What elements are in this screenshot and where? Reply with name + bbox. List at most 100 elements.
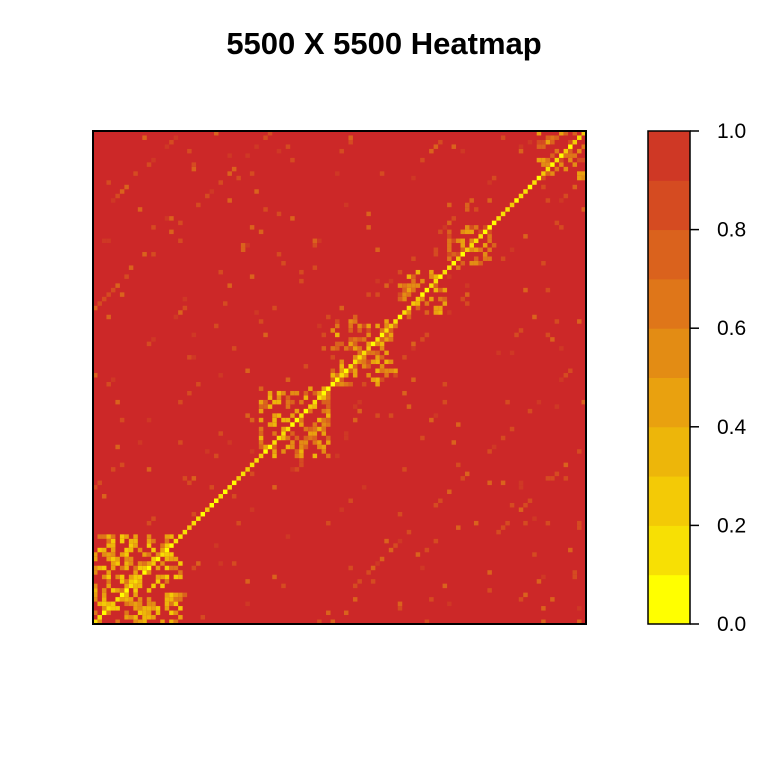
heatmap-cell	[249, 171, 255, 176]
heatmap-cell	[101, 606, 107, 611]
colorbar-swatch	[648, 328, 690, 378]
heatmap-cell	[196, 516, 201, 521]
heatmap-cell	[115, 283, 120, 288]
heatmap-cell	[101, 552, 107, 557]
heatmap-cell	[460, 476, 465, 481]
heatmap-cell	[160, 552, 165, 557]
heatmap-cell	[263, 332, 268, 338]
heatmap-cell	[438, 139, 443, 145]
heatmap-cell	[227, 171, 232, 176]
heatmap-cell	[317, 417, 322, 423]
heatmap-cell	[447, 220, 452, 226]
heatmap-cell	[420, 157, 425, 163]
heatmap-cell	[464, 292, 470, 297]
heatmap-cell	[352, 417, 358, 423]
heatmap-cell	[106, 574, 111, 580]
heatmap-cell	[335, 319, 340, 324]
heatmap-cell	[388, 337, 394, 342]
heatmap-cell	[456, 462, 461, 468]
heatmap-cell	[563, 462, 569, 468]
heatmap-cell	[299, 462, 304, 468]
heatmap-cell	[523, 189, 528, 194]
heatmap-cell	[160, 619, 165, 624]
heatmap-cell	[361, 355, 367, 360]
heatmap-cell	[124, 184, 129, 190]
heatmap-cell	[146, 520, 152, 526]
heatmap-cell	[178, 606, 183, 611]
heatmap-cell	[218, 373, 223, 378]
heatmap-cell	[447, 489, 452, 495]
heatmap-cell	[550, 139, 555, 145]
heatmap-cell	[554, 157, 560, 163]
heatmap-cell	[451, 440, 457, 445]
heatmap-cell	[460, 247, 465, 253]
heatmap-cell	[554, 148, 560, 154]
heatmap-cell	[366, 323, 371, 329]
heatmap-cell	[119, 292, 125, 297]
heatmap-cell	[155, 552, 161, 557]
heatmap-cell	[110, 565, 116, 571]
heatmap-cell	[218, 561, 223, 566]
heatmap-cell	[124, 615, 129, 620]
heatmap-cell	[518, 193, 524, 199]
heatmap-cell	[375, 413, 380, 418]
heatmap-cell	[164, 538, 170, 544]
heatmap-cell	[429, 283, 434, 288]
heatmap-cell	[160, 543, 165, 548]
heatmap-cell	[460, 243, 465, 248]
heatmap-cell	[348, 337, 353, 342]
heatmap-cell	[326, 413, 331, 418]
heatmap-cell	[142, 606, 147, 611]
heatmap-cell	[133, 543, 138, 548]
heatmap-cell	[550, 337, 555, 342]
heatmap-cell	[429, 148, 434, 154]
heatmap-cell	[245, 601, 250, 607]
heatmap-cell	[388, 413, 394, 418]
heatmap-cell	[312, 426, 318, 432]
heatmap-cell	[366, 341, 371, 347]
heatmap-cell	[568, 148, 573, 154]
heatmap-cell	[142, 252, 147, 257]
heatmap-cell	[406, 305, 412, 311]
heatmap-cell	[447, 256, 452, 261]
heatmap-cell	[151, 252, 156, 257]
heatmap-cell	[509, 426, 515, 432]
heatmap-cell	[124, 547, 129, 553]
heatmap-cell	[137, 565, 143, 571]
heatmap-cell	[348, 323, 353, 329]
heatmap-cell	[375, 355, 380, 360]
heatmap-cell	[151, 561, 156, 566]
heatmap-cell	[366, 359, 371, 365]
heatmap-cell	[326, 386, 331, 391]
heatmap-cell	[124, 561, 129, 566]
heatmap-cell	[142, 570, 147, 575]
heatmap-cell	[397, 606, 403, 611]
heatmap-cell	[352, 319, 358, 324]
heatmap-cell	[438, 229, 443, 235]
heatmap-cell	[299, 413, 304, 418]
heatmap-cell	[397, 283, 403, 288]
heatmap-cell	[464, 283, 470, 288]
heatmap-cell	[433, 252, 439, 257]
heatmap-cell	[93, 305, 98, 311]
heatmap-cell	[438, 296, 443, 302]
heatmap-cell	[146, 565, 152, 571]
heatmap-cell	[245, 368, 250, 374]
heatmap-cell	[115, 444, 120, 450]
heatmap-cell	[352, 355, 358, 360]
heatmap-cell	[263, 444, 268, 450]
heatmap-cell	[397, 601, 403, 607]
heatmap-cell	[352, 346, 358, 351]
heatmap-cell	[93, 565, 98, 571]
heatmap-cell	[142, 610, 147, 616]
heatmap-cell	[115, 574, 120, 580]
heatmap-cell	[469, 247, 474, 253]
heatmap-cell	[442, 287, 448, 293]
heatmap-cell	[545, 135, 551, 140]
heatmap-cell	[500, 435, 506, 441]
heatmap-cell	[245, 243, 250, 248]
heatmap-cell	[357, 359, 362, 365]
heatmap-cell	[151, 516, 156, 521]
colorbar-swatch	[648, 525, 690, 576]
